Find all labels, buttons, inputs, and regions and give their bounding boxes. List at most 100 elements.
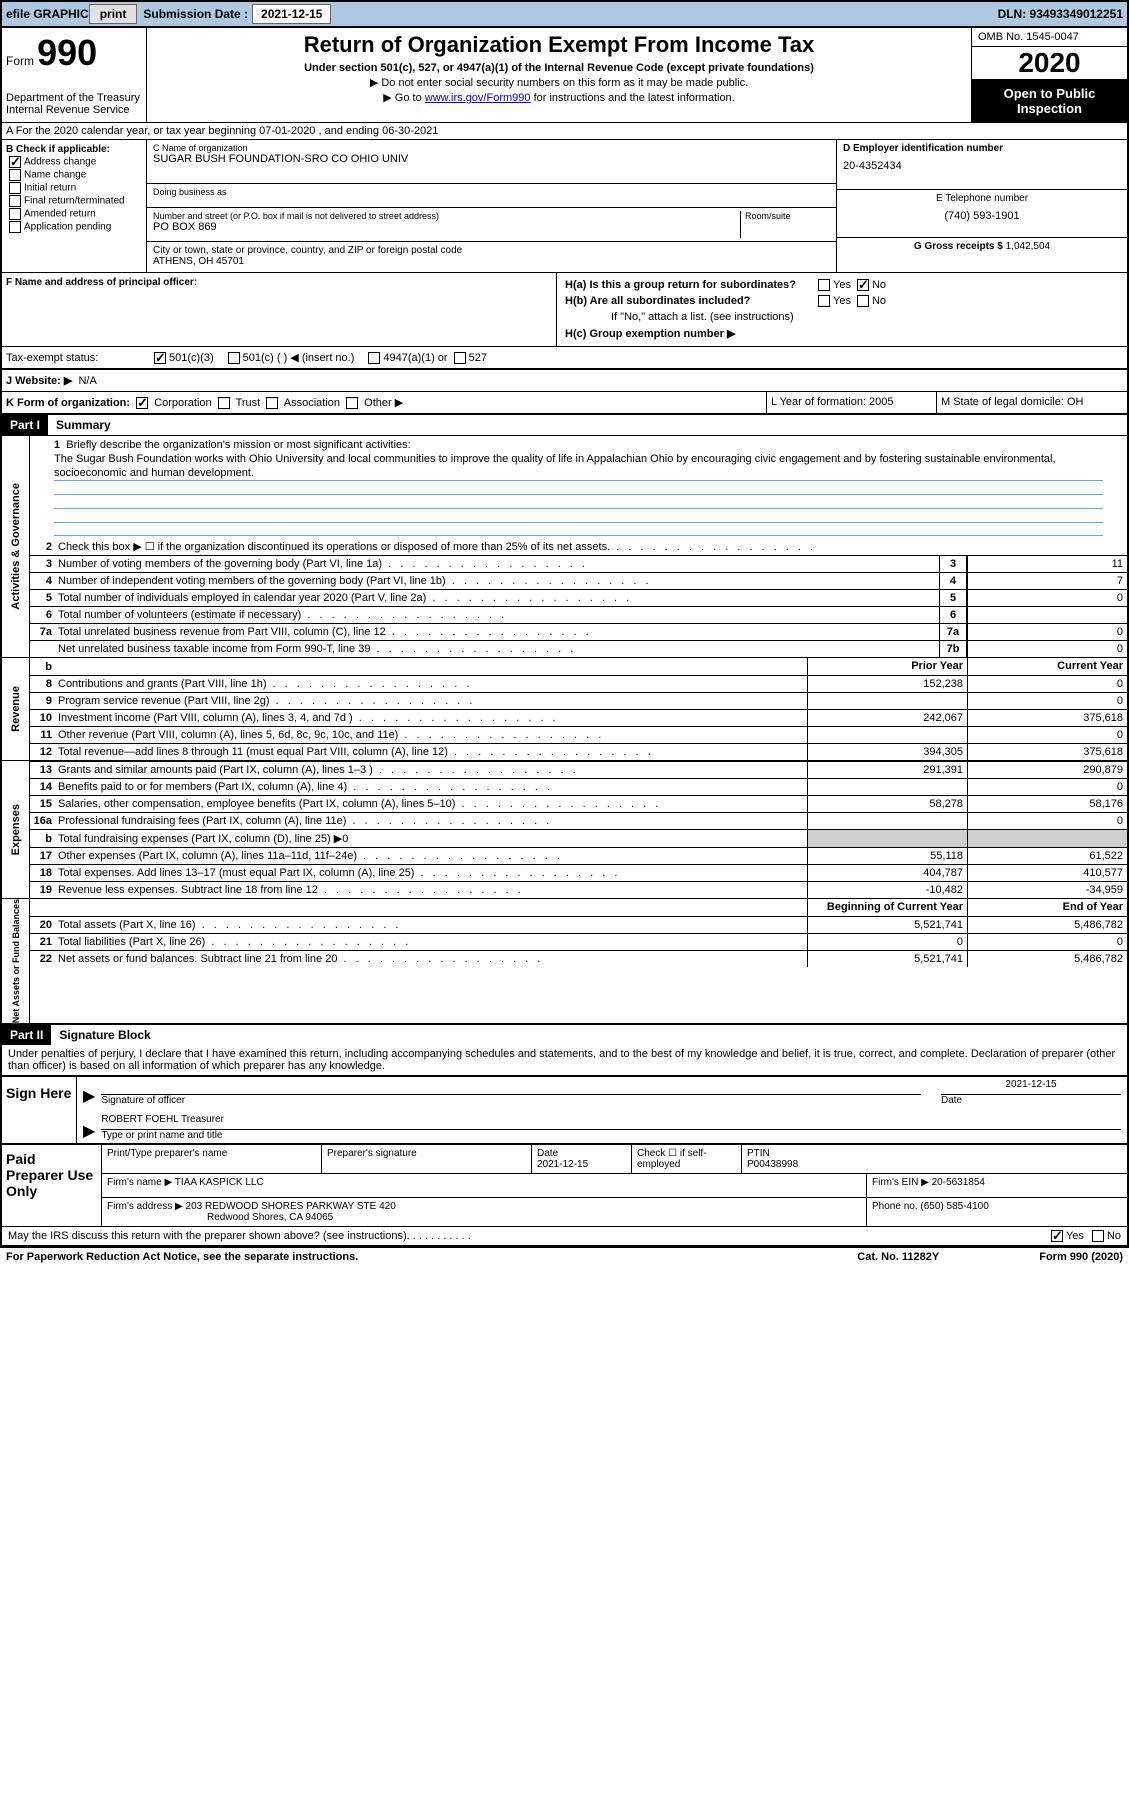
- org-name: SUGAR BUSH FOUNDATION-SRO CO OHIO UNIV: [153, 153, 830, 165]
- sig-date: 2021-12-15: [941, 1079, 1121, 1095]
- line-11: 11 Other revenue (Part VIII, column (A),…: [30, 726, 1127, 743]
- line-18: 18 Total expenses. Add lines 13–17 (must…: [30, 864, 1127, 881]
- sign-here-label: Sign Here: [2, 1077, 77, 1143]
- preparer-date: 2021-12-15: [537, 1159, 588, 1170]
- addr-label: Number and street (or P.O. box if mail i…: [153, 211, 740, 221]
- other-checkbox[interactable]: [346, 397, 358, 409]
- preparer-name-label: Print/Type preparer's name: [102, 1145, 322, 1173]
- line-9: 9 Program service revenue (Part VIII, li…: [30, 692, 1127, 709]
- amended-checkbox[interactable]: [9, 208, 21, 220]
- cat-no: Cat. No. 11282Y: [857, 1251, 939, 1263]
- firm-ein: 20-5631854: [932, 1177, 985, 1188]
- trust-checkbox[interactable]: [218, 397, 230, 409]
- line-10: 10 Investment income (Part VIII, column …: [30, 709, 1127, 726]
- app-pending-checkbox[interactable]: [9, 221, 21, 233]
- 527-checkbox[interactable]: [454, 352, 466, 364]
- name-change-checkbox[interactable]: [9, 169, 21, 181]
- hb-yes-checkbox[interactable]: [818, 295, 830, 307]
- efile-label: efile GRAPHIC: [6, 7, 89, 21]
- firm-name: TIAA KASPICK LLC: [175, 1177, 264, 1188]
- line-19: 19 Revenue less expenses. Subtract line …: [30, 881, 1127, 898]
- mission-label: Briefly describe the organization's miss…: [66, 439, 410, 451]
- website-label: J Website: ▶: [6, 374, 72, 387]
- discuss-yes-checkbox[interactable]: [1051, 1230, 1063, 1242]
- year-formation: L Year of formation: 2005: [767, 391, 937, 413]
- org-address: PO BOX 869: [153, 221, 740, 233]
- public-inspection: Open to Public Inspection: [972, 80, 1127, 122]
- paperwork-notice: For Paperwork Reduction Act Notice, see …: [6, 1251, 358, 1263]
- line-b: b Total fundraising expenses (Part IX, c…: [30, 829, 1127, 847]
- tax-year: 2020: [972, 47, 1127, 80]
- hb-note: If "No," attach a list. (see instruction…: [561, 309, 1123, 325]
- firm-addr2: Redwood Shores, CA 94065: [207, 1212, 333, 1223]
- line-3: 3 Number of voting members of the govern…: [30, 555, 1127, 572]
- org-name-label: C Name of organization: [153, 143, 830, 153]
- form-990: Form 990 Department of the Treasury Inte…: [0, 28, 1129, 1247]
- line-7b: Net unrelated business taxable income fr…: [30, 640, 1127, 657]
- bcy-hdr: Beginning of Current Year: [807, 899, 967, 916]
- form-org-label: K Form of organization:: [6, 397, 130, 409]
- line-14: 14 Benefits paid to or for members (Part…: [30, 778, 1127, 795]
- submission-date: 2021-12-15: [252, 4, 331, 24]
- sig-officer-label: Signature of officer: [101, 1095, 185, 1106]
- 501c3-checkbox[interactable]: [154, 352, 166, 364]
- col-b-checkboxes: B Check if applicable: Address change Na…: [2, 140, 147, 272]
- eoy-hdr: End of Year: [967, 899, 1127, 916]
- room-label: Room/suite: [745, 211, 830, 221]
- prior-year-hdr: Prior Year: [807, 658, 967, 675]
- dln: DLN: 93493349012251: [998, 7, 1123, 21]
- dba-label: Doing business as: [153, 187, 830, 197]
- line-8: 8 Contributions and grants (Part VIII, l…: [30, 675, 1127, 692]
- line-16a: 16a Professional fundraising fees (Part …: [30, 812, 1127, 829]
- ha-label: H(a) Is this a group return for subordin…: [565, 279, 815, 291]
- part2-header: Part II: [2, 1025, 51, 1045]
- line-5: 5 Total number of individuals employed i…: [30, 589, 1127, 606]
- subtitle-3: ▶ Go to www.irs.gov/Form990 for instruct…: [151, 91, 967, 104]
- top-bar: efile GRAPHIC print Submission Date : 20…: [0, 0, 1129, 28]
- preparer-sig-label: Preparer's signature: [322, 1145, 532, 1173]
- vlabel-net: Net Assets or Fund Balances: [11, 899, 21, 1023]
- state-domicile: M State of legal domicile: OH: [937, 391, 1127, 413]
- print-button[interactable]: print: [89, 4, 138, 24]
- submission-label: Submission Date :: [143, 7, 248, 21]
- hb-no-checkbox[interactable]: [857, 295, 869, 307]
- line-6: 6 Total number of volunteers (estimate i…: [30, 606, 1127, 623]
- ha-yes-checkbox[interactable]: [818, 279, 830, 291]
- line-13: 13 Grants and similar amounts paid (Part…: [30, 761, 1127, 778]
- corp-checkbox[interactable]: [136, 397, 148, 409]
- firm-phone: (650) 585-4100: [920, 1201, 988, 1212]
- officer-label: F Name and address of principal officer:: [6, 277, 197, 288]
- form-number: 990: [37, 32, 97, 73]
- penalties-text: Under penalties of perjury, I declare th…: [2, 1045, 1127, 1075]
- form-label: Form: [6, 54, 34, 68]
- line-21: 21 Total liabilities (Part X, line 26) 0…: [30, 933, 1127, 950]
- subtitle-2: ▶ Do not enter social security numbers o…: [151, 76, 967, 89]
- 4947-checkbox[interactable]: [368, 352, 380, 364]
- part1-title: Summary: [48, 415, 119, 435]
- assoc-checkbox[interactable]: [266, 397, 278, 409]
- hc-label: H(c) Group exemption number ▶: [565, 327, 735, 340]
- initial-return-checkbox[interactable]: [9, 182, 21, 194]
- self-employed-label: Check ☐ if self-employed: [632, 1145, 742, 1173]
- gross-label: G Gross receipts $: [914, 241, 1003, 252]
- ptin: P00438998: [747, 1159, 798, 1170]
- ha-no-checkbox[interactable]: [857, 279, 869, 291]
- dept-label: Department of the Treasury Internal Reve…: [6, 92, 142, 116]
- subtitle-1: Under section 501(c), 527, or 4947(a)(1)…: [151, 62, 967, 74]
- officer-name: ROBERT FOEHL Treasurer: [101, 1114, 1121, 1130]
- firm-addr1: 203 REDWOOD SHORES PARKWAY STE 420: [186, 1201, 396, 1212]
- phone: (740) 593-1901: [843, 210, 1121, 222]
- row-a-tax-year: A For the 2020 calendar year, or tax yea…: [2, 122, 1127, 139]
- current-year-hdr: Current Year: [967, 658, 1127, 675]
- org-city: ATHENS, OH 45701: [153, 256, 830, 267]
- phone-label: E Telephone number: [843, 193, 1121, 204]
- addr-change-checkbox[interactable]: [9, 156, 21, 168]
- line-2: 2 Check this box ▶ ☐ if the organization…: [30, 538, 1127, 555]
- form990-link[interactable]: www.irs.gov/Form990: [425, 92, 531, 104]
- 501c-checkbox[interactable]: [228, 352, 240, 364]
- paid-preparer-label: Paid Preparer Use Only: [2, 1145, 102, 1226]
- final-return-checkbox[interactable]: [9, 195, 21, 207]
- line-22: 22 Net assets or fund balances. Subtract…: [30, 950, 1127, 967]
- vlabel-rev: Revenue: [10, 686, 22, 732]
- discuss-no-checkbox[interactable]: [1092, 1230, 1104, 1242]
